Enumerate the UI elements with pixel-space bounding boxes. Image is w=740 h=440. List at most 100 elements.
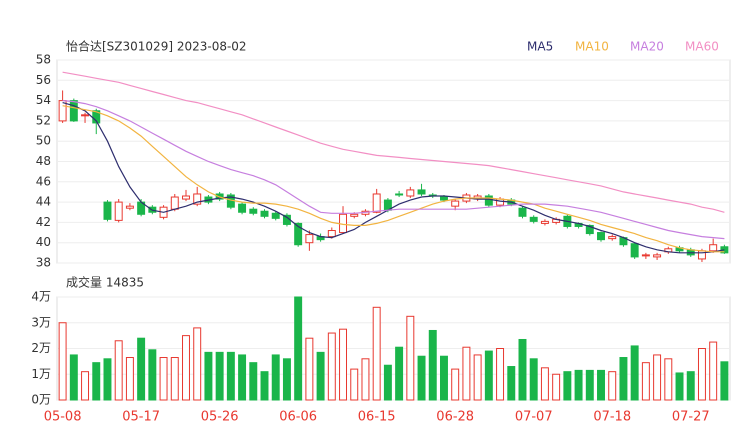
- volume-bar: [686, 371, 695, 401]
- volume-tick-label: 0万: [31, 393, 51, 407]
- volume-tick-label: 3万: [31, 315, 51, 329]
- candle-body: [585, 224, 594, 235]
- volume-bar: [103, 358, 112, 401]
- ma-line: [62, 100, 725, 240]
- volume-bar: [58, 322, 67, 401]
- volume-bar: [406, 315, 415, 401]
- candle-body: [305, 234, 314, 244]
- candle-body: [260, 210, 269, 217]
- candle-body: [406, 189, 415, 197]
- volume-bar: [159, 357, 168, 401]
- volume-bar: [193, 327, 202, 401]
- candle-body: [529, 216, 538, 222]
- volume-bar: [260, 371, 269, 401]
- x-tick-label: 07-27: [672, 410, 710, 425]
- ma-line: [62, 105, 725, 253]
- x-tick-label: 05-26: [201, 410, 239, 425]
- volume-bar: [462, 346, 471, 401]
- y-tick-label: 58: [36, 53, 51, 67]
- volume-bar: [170, 357, 179, 401]
- volume-bar: [125, 357, 134, 401]
- volume-bar: [204, 351, 213, 401]
- volume-bar: [249, 362, 258, 401]
- legend-entry: MA20: [630, 40, 664, 54]
- volume-bar: [137, 337, 146, 401]
- y-tick-label: 46: [36, 174, 51, 188]
- x-tick-label: 05-17: [122, 410, 160, 425]
- volume-tick-label: 2万: [31, 341, 51, 355]
- candle-body: [170, 196, 179, 210]
- volume-bar: [563, 371, 572, 401]
- candle-body: [327, 230, 336, 238]
- volume-bar: [473, 354, 482, 401]
- y-tick-label: 54: [36, 93, 51, 107]
- y-tick-label: 56: [36, 73, 51, 87]
- candle-body: [653, 254, 662, 258]
- volume-bar: [271, 354, 280, 401]
- volume-tick-label: 4万: [31, 290, 51, 304]
- volume-bar: [709, 341, 718, 401]
- volume-bar: [540, 367, 549, 401]
- volume-bar: [372, 306, 381, 401]
- volume-bar: [619, 357, 628, 401]
- x-tick-label: 05-08: [44, 410, 82, 425]
- volume-bar: [215, 351, 224, 401]
- x-tick-label: 07-07: [515, 410, 553, 425]
- y-tick-label: 50: [36, 134, 51, 148]
- volume-bar: [238, 354, 247, 401]
- volume-bar: [451, 368, 460, 401]
- volume-bar: [653, 354, 662, 401]
- volume-bar: [395, 346, 404, 401]
- ma-line: [62, 102, 725, 254]
- candle-body: [81, 114, 90, 117]
- volume-bar: [114, 340, 123, 401]
- volume-bar: [496, 348, 505, 401]
- volume-bar: [294, 296, 303, 401]
- volume-tick-label: 1万: [31, 367, 51, 381]
- legend-entry: MA5: [527, 40, 553, 54]
- candle-body: [540, 220, 549, 224]
- volume-bar: [69, 354, 78, 401]
- volume-label: 成交量 14835: [66, 275, 144, 290]
- volume-bar: [697, 348, 706, 401]
- legend-entry: MA10: [575, 40, 609, 54]
- candle-body: [372, 193, 381, 213]
- candle-body: [451, 200, 460, 207]
- candle-body: [271, 212, 280, 219]
- volume-bar: [720, 361, 729, 401]
- x-tick-label: 06-15: [358, 410, 396, 425]
- candle-body: [417, 189, 426, 195]
- volume-bar: [675, 372, 684, 401]
- volume-bar: [507, 366, 516, 401]
- y-tick-label: 40: [36, 235, 51, 249]
- y-tick-label: 48: [36, 154, 51, 168]
- volume-bar: [630, 345, 639, 401]
- volume-bar: [608, 371, 617, 401]
- volume-bar: [361, 358, 370, 401]
- chart-title: 怡合达[SZ301029] 2023-08-02: [66, 39, 247, 54]
- volume-bar: [439, 355, 448, 401]
- candle-body: [114, 201, 123, 221]
- candle-body: [69, 100, 78, 122]
- candle-body: [182, 195, 190, 200]
- candle-body: [518, 207, 527, 217]
- candle-body: [496, 198, 505, 206]
- y-tick-label: 44: [36, 195, 51, 209]
- volume-bar: [339, 328, 348, 401]
- volume-bar: [428, 329, 437, 401]
- candle-body: [439, 196, 448, 201]
- volume-bar: [552, 373, 561, 401]
- volume-bar: [350, 368, 359, 401]
- candle-body: [103, 201, 112, 220]
- volume-bar: [316, 351, 325, 401]
- x-tick-label: 06-06: [279, 410, 317, 425]
- legend-entry: MA60: [685, 40, 719, 54]
- candle-body: [350, 213, 359, 217]
- volume-bar: [148, 349, 157, 401]
- volume-bar: [574, 369, 583, 401]
- candle-body: [608, 236, 617, 240]
- candle-body: [125, 205, 134, 209]
- candle-body: [597, 232, 605, 241]
- candle-body: [395, 193, 404, 196]
- volume-bar: [417, 355, 426, 401]
